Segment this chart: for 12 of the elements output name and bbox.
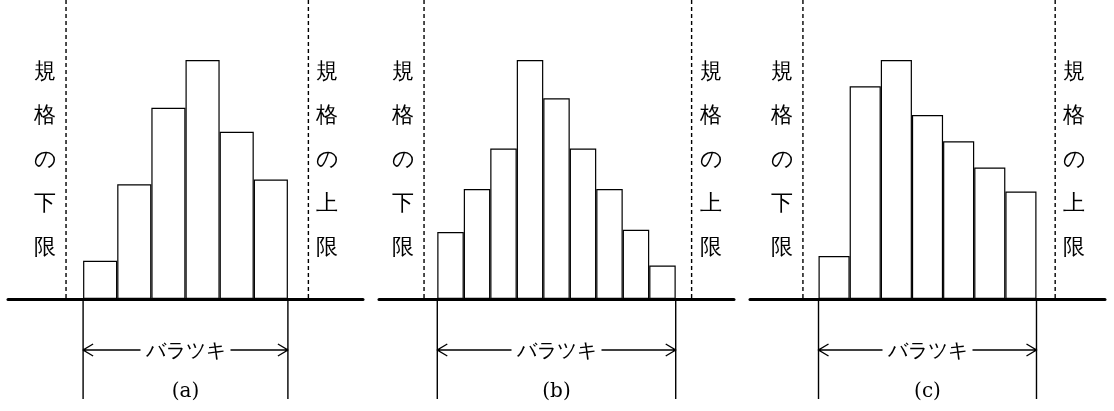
text: バラツキ: [886, 338, 968, 362]
text: バラツキ: [144, 338, 226, 362]
text: 規格の下限: [33, 57, 58, 259]
text: 規格の上限: [1062, 57, 1087, 259]
text: バラツキ: [515, 338, 597, 362]
text: 規格の上限: [698, 57, 723, 259]
text: 規格の下限: [769, 57, 794, 259]
text: 規格の上限: [315, 57, 340, 259]
text: (c): [914, 378, 941, 402]
text: (a): [171, 378, 200, 402]
text: 規格の下限: [391, 57, 416, 259]
text: (b): [542, 378, 571, 402]
